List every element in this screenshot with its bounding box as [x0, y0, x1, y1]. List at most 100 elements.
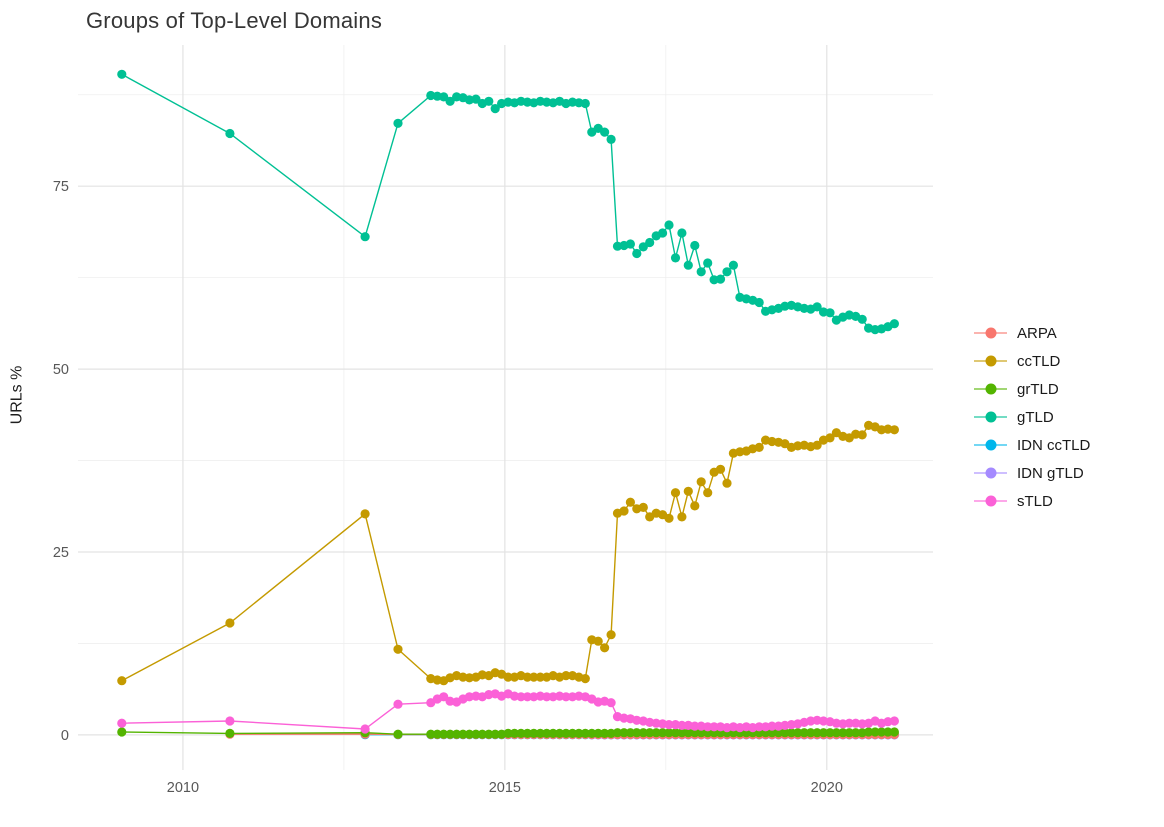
- data-point: [831, 728, 842, 738]
- data-point: [864, 727, 874, 737]
- data-point: [825, 728, 835, 738]
- legend: ARPA ccTLD grTLD gTLD IDN ccTLD IDN gTLD…: [974, 319, 1090, 515]
- data-point: [529, 672, 539, 682]
- legend-dot-icon: [985, 495, 996, 507]
- data-point: [606, 698, 616, 708]
- legend-label: ARPA: [1017, 324, 1057, 342]
- data-point: [509, 728, 520, 739]
- y-tick-label: 75: [53, 179, 69, 195]
- data-point: [889, 716, 900, 726]
- data-point: [889, 319, 900, 329]
- data-point: [117, 676, 127, 686]
- data-point: [393, 644, 403, 654]
- data-point: [677, 720, 687, 731]
- data-point: [703, 488, 713, 498]
- data-point: [664, 728, 674, 738]
- data-point: [445, 96, 455, 106]
- data-point: [522, 692, 533, 702]
- data-point: [593, 636, 603, 646]
- data-point: [225, 618, 235, 628]
- data-point: [452, 729, 462, 739]
- y-tick-label: 0: [61, 728, 69, 744]
- data-point: [818, 728, 829, 738]
- data-point: [600, 728, 610, 739]
- legend-dot-icon: [985, 383, 996, 395]
- data-point: [638, 242, 648, 252]
- data-point: [619, 728, 629, 738]
- data-point: [780, 728, 790, 738]
- data-point: [516, 728, 526, 739]
- data-point: [683, 260, 693, 270]
- data-point: [439, 729, 449, 739]
- data-point: [773, 728, 784, 738]
- data-point: [767, 728, 777, 738]
- data-point: [529, 728, 539, 739]
- data-point: [767, 721, 777, 731]
- data-point: [548, 728, 558, 739]
- data-point: [600, 127, 610, 137]
- data-point: [580, 728, 590, 739]
- legend-key-idn-cctld: [974, 439, 1007, 451]
- data-point: [445, 729, 455, 739]
- plot-title: Groups of Top-Level Domains: [86, 8, 383, 33]
- data-point: [484, 96, 494, 106]
- data-point: [471, 94, 481, 104]
- data-point: [883, 727, 893, 737]
- data-point: [690, 240, 700, 251]
- data-point: [625, 497, 636, 507]
- data-point: [561, 692, 571, 702]
- data-point: [600, 643, 610, 653]
- data-point: [574, 728, 584, 739]
- data-point: [658, 228, 668, 238]
- data-point: [503, 672, 513, 682]
- data-point: [477, 729, 487, 739]
- series-gtld: [117, 69, 900, 335]
- data-point: [870, 727, 880, 737]
- y-tick-label: 25: [53, 545, 69, 561]
- data-point: [542, 728, 552, 739]
- data-point: [117, 718, 127, 728]
- data-point: [393, 699, 403, 709]
- legend-item-idn-gtld: IDN gTLD: [974, 459, 1090, 487]
- data-point: [638, 502, 648, 512]
- x-tick-label: 2020: [811, 780, 843, 796]
- data-point: [715, 464, 726, 474]
- data-point: [690, 501, 700, 511]
- data-point: [664, 220, 674, 230]
- data-point: [471, 729, 481, 739]
- data-point: [587, 728, 597, 739]
- data-point: [825, 433, 835, 443]
- legend-key-stld: [974, 495, 1007, 507]
- data-point: [503, 728, 513, 739]
- data-point: [225, 716, 235, 726]
- legend-label: IDN ccTLD: [1017, 436, 1091, 454]
- legend-label: ccTLD: [1017, 352, 1061, 370]
- legend-item-arpa: ARPA: [974, 319, 1090, 347]
- data-point: [838, 728, 848, 738]
- data-point: [580, 674, 590, 684]
- data-point: [677, 728, 687, 738]
- data-point: [664, 720, 674, 730]
- data-point: [561, 728, 571, 739]
- legend-key-idn-gtld: [974, 467, 1007, 479]
- data-point: [225, 728, 235, 739]
- legend-dot-icon: [985, 467, 996, 479]
- data-point: [542, 692, 552, 702]
- data-point: [806, 728, 816, 738]
- data-point: [426, 729, 436, 739]
- data-point: [393, 118, 403, 128]
- legend-label: grTLD: [1017, 380, 1059, 398]
- legend-item-gtld: gTLD: [974, 403, 1090, 431]
- data-point: [619, 506, 629, 516]
- legend-label: gTLD: [1017, 408, 1054, 426]
- data-point: [703, 722, 713, 732]
- data-point: [606, 630, 616, 640]
- data-point: [677, 512, 687, 522]
- legend-dot-icon: [985, 439, 996, 451]
- data-point: [728, 260, 739, 270]
- data-point: [670, 253, 681, 263]
- legend-label: sTLD: [1017, 492, 1053, 510]
- data-point: [535, 672, 545, 682]
- data-point: [722, 478, 732, 488]
